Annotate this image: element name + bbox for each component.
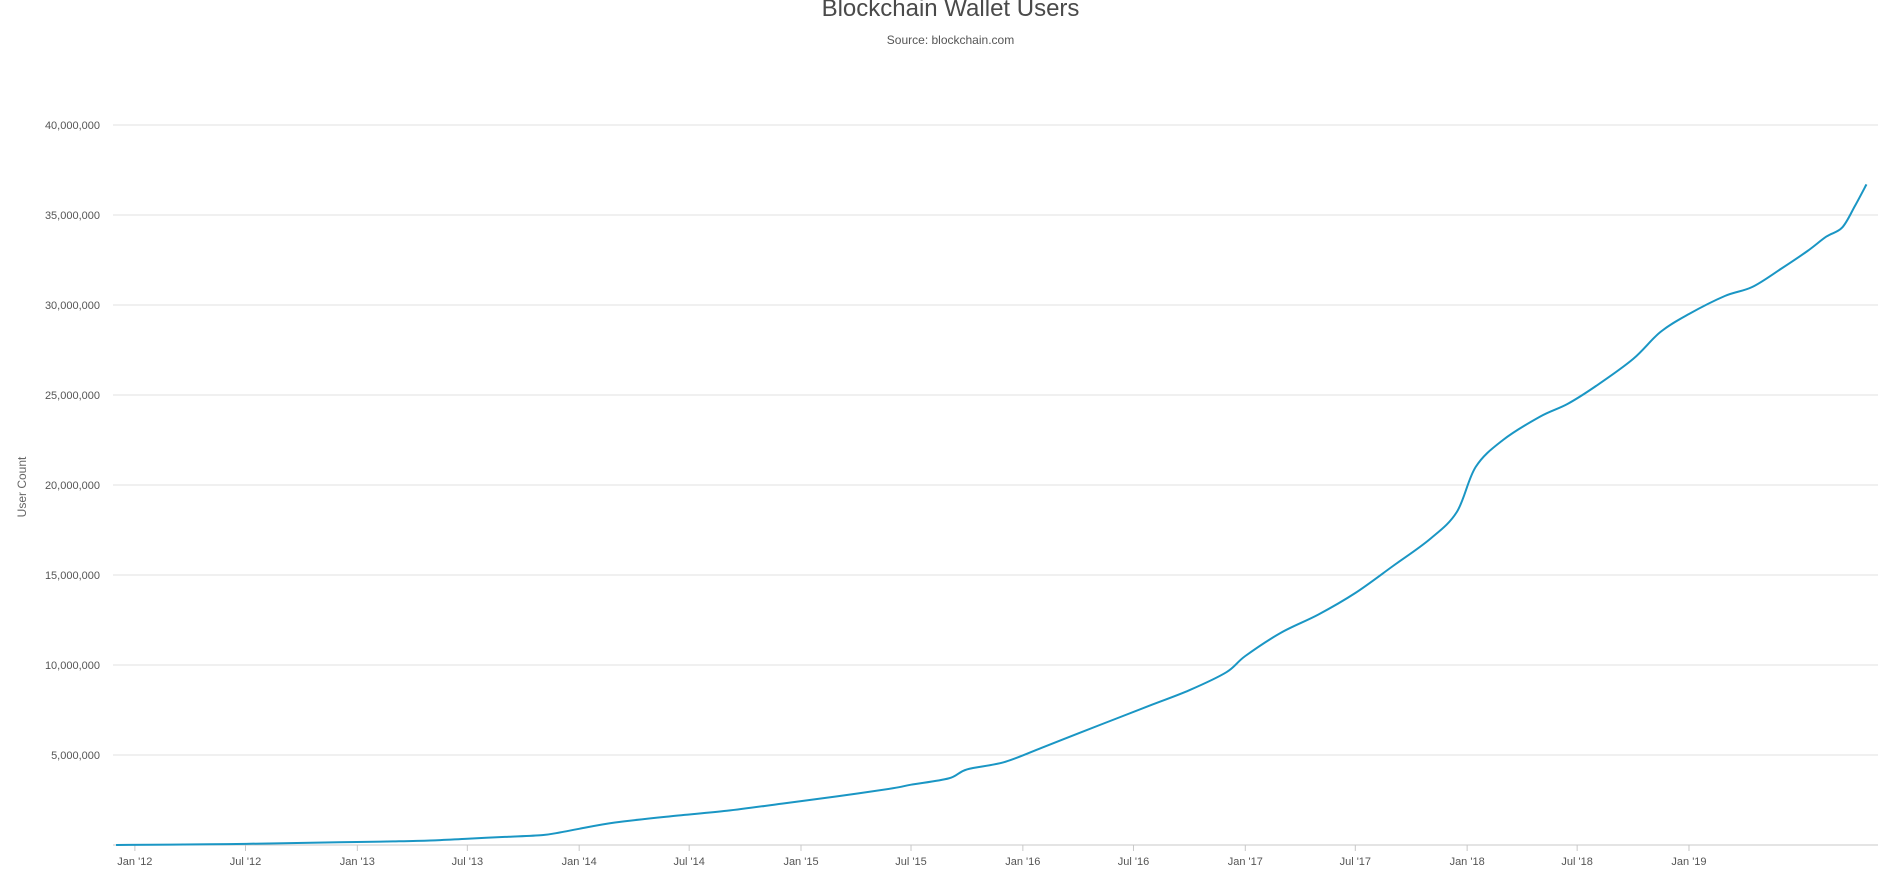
data-point (1657, 329, 1663, 335)
y-tick-label: 20,000,000 (45, 480, 100, 492)
data-point (834, 793, 840, 799)
data-point (1186, 687, 1192, 693)
x-tick-label: Jan '12 (117, 856, 152, 868)
x-tick-label: Jan '14 (562, 856, 597, 868)
x-tick-label: Jul '13 (452, 856, 483, 868)
x-tick-label: Jan '15 (783, 856, 818, 868)
x-tick-label: Jul '12 (230, 856, 261, 868)
y-tick-label: 15,000,000 (45, 570, 100, 582)
data-point (1749, 284, 1755, 290)
data-point (1823, 234, 1829, 240)
data-point (1352, 590, 1358, 596)
x-axis: Jan '12 Jul '12 Jan '13 Jul '13 Jan '14 Jul '… (113, 844, 1878, 868)
x-tick-label: Jul '18 (1561, 856, 1592, 868)
data-point (1473, 464, 1479, 470)
data-point (1839, 225, 1845, 231)
data-point (1223, 669, 1229, 675)
data-point (576, 826, 582, 832)
data-point (1039, 745, 1045, 751)
x-tick-label: Jan '19 (1671, 856, 1706, 868)
x-tick-label: Jul '17 (1340, 856, 1371, 868)
data-point (1778, 266, 1784, 272)
data-point (908, 782, 914, 788)
data-point (335, 839, 341, 845)
x-tick-label: Jul '16 (1118, 856, 1149, 868)
data-point (668, 813, 674, 819)
data-point (1564, 401, 1570, 407)
data-point (1537, 414, 1543, 420)
x-tick-label: Jan '18 (1450, 856, 1485, 868)
data-point (964, 766, 970, 772)
data-point (1278, 630, 1284, 636)
data-point (539, 832, 545, 838)
data-point (1722, 293, 1728, 299)
data-point (890, 785, 896, 791)
data-point (1630, 356, 1636, 362)
chart-title: Blockchain Wallet Users (821, 0, 1080, 22)
data-point (113, 842, 119, 848)
data-point (1390, 563, 1396, 569)
chart-subtitle: Source: blockchain.com (886, 33, 1015, 47)
y-tick-label: 40,000,000 (45, 120, 100, 132)
series-line-0 (116, 183, 1868, 846)
y-tick-label: 5,000,000 (51, 750, 100, 762)
x-tick-label: Jul '14 (673, 856, 704, 868)
data-point (1242, 653, 1248, 659)
data-point (427, 838, 433, 844)
data-point (1593, 383, 1599, 389)
y-axis-tick-labels: 5,000,000 10,000,000 15,000,000 20,000,000 2… (45, 120, 100, 762)
data-point (1315, 612, 1321, 618)
x-tick-label: Jan '17 (1228, 856, 1263, 868)
data-point (1686, 311, 1692, 317)
data-point (1804, 248, 1810, 254)
data-point (1427, 536, 1433, 542)
data-point (779, 801, 785, 807)
x-tick-label: Jul '15 (895, 856, 926, 868)
data-point (168, 842, 174, 848)
data-point (724, 808, 730, 814)
data-point (1112, 716, 1118, 722)
data-point (946, 775, 952, 781)
gridlines (113, 124, 1878, 756)
data-point (1075, 730, 1081, 736)
y-tick-label: 35,000,000 (45, 210, 100, 222)
y-axis-label: User Count (15, 456, 29, 517)
x-tick-label: Jan '16 (1005, 856, 1040, 868)
data-point (1500, 437, 1506, 443)
data-point (464, 836, 470, 842)
data-point (280, 840, 286, 846)
data-point (1149, 702, 1155, 708)
y-tick-label: 10,000,000 (45, 660, 100, 672)
data-point (1454, 509, 1460, 515)
data-point (390, 838, 396, 844)
data-point (1001, 759, 1007, 765)
data-point (612, 820, 618, 826)
data-point (224, 841, 230, 847)
x-tick-label: Jan '13 (340, 856, 375, 868)
data-point (502, 834, 508, 840)
data-point (557, 829, 563, 835)
data-point (1852, 203, 1858, 209)
series-lines (113, 181, 1869, 848)
y-tick-label: 25,000,000 (45, 390, 100, 402)
y-tick-label: 30,000,000 (45, 300, 100, 312)
data-point (1863, 181, 1869, 187)
